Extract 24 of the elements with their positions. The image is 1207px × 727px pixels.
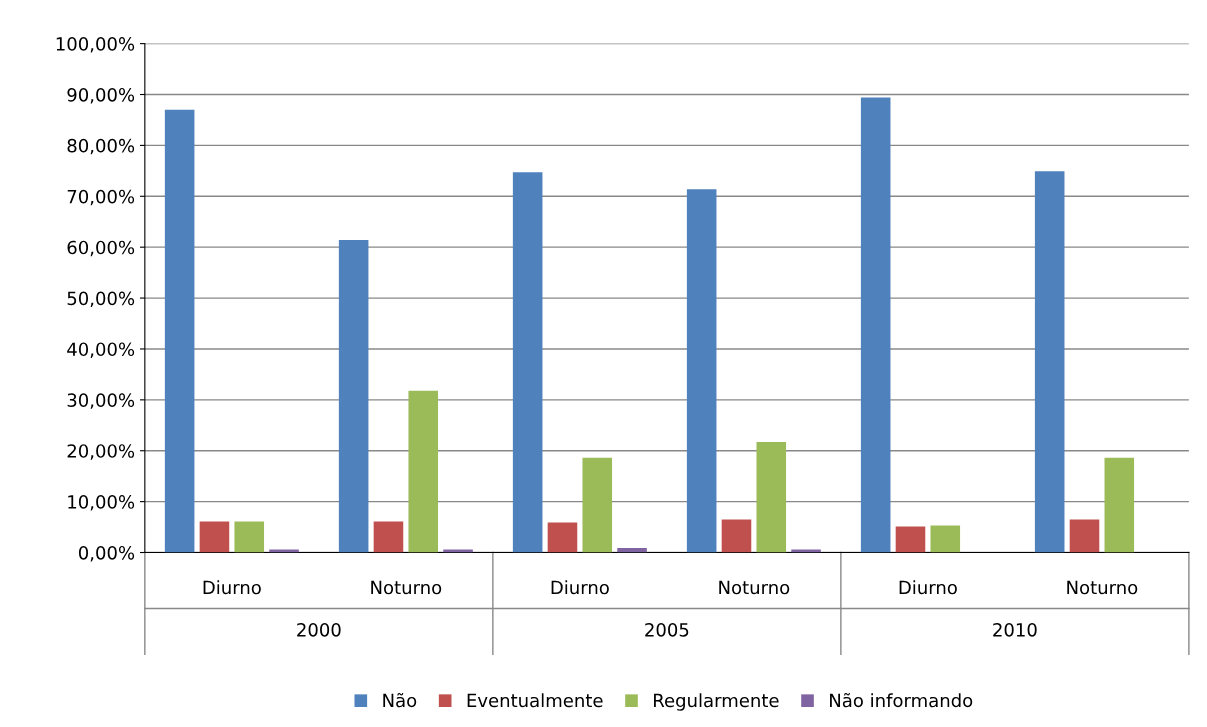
legend-label: Regularmente xyxy=(654,693,779,711)
x-tick-label: Diurno xyxy=(203,580,261,595)
x-tick-label: Noturno xyxy=(1067,580,1138,595)
legend-label: Eventualmente xyxy=(467,693,603,708)
x-tick-label: Noturno xyxy=(719,580,790,595)
y-tick-label: 40,00% xyxy=(67,342,135,358)
y-tick-label: 70,00% xyxy=(67,189,135,206)
y-tick-label: 10,00% xyxy=(68,495,135,511)
y-tick-label: 30,00% xyxy=(67,393,135,409)
x-tick-label: Diurno xyxy=(551,580,609,595)
x-tick-label: Diurno xyxy=(899,580,957,595)
legend-label: Não informando xyxy=(830,692,973,708)
y-tick-label: 20,00% xyxy=(67,444,135,460)
y-tick-label: 80,00% xyxy=(67,138,135,155)
y-tick-label: 100,00% xyxy=(56,37,135,53)
y-tick-label: 50,00% xyxy=(67,291,135,308)
y-tick-label: 0,00% xyxy=(78,545,135,562)
text: 2010 xyxy=(993,622,1037,637)
y-tick-label: 90,00% xyxy=(67,87,135,104)
x-tick-label: Noturno xyxy=(371,580,442,595)
text: 2000 xyxy=(297,622,341,637)
y-tick-label: 60,00% xyxy=(67,240,135,257)
text: 2005 xyxy=(645,622,689,637)
legend-label: Não xyxy=(383,692,417,708)
